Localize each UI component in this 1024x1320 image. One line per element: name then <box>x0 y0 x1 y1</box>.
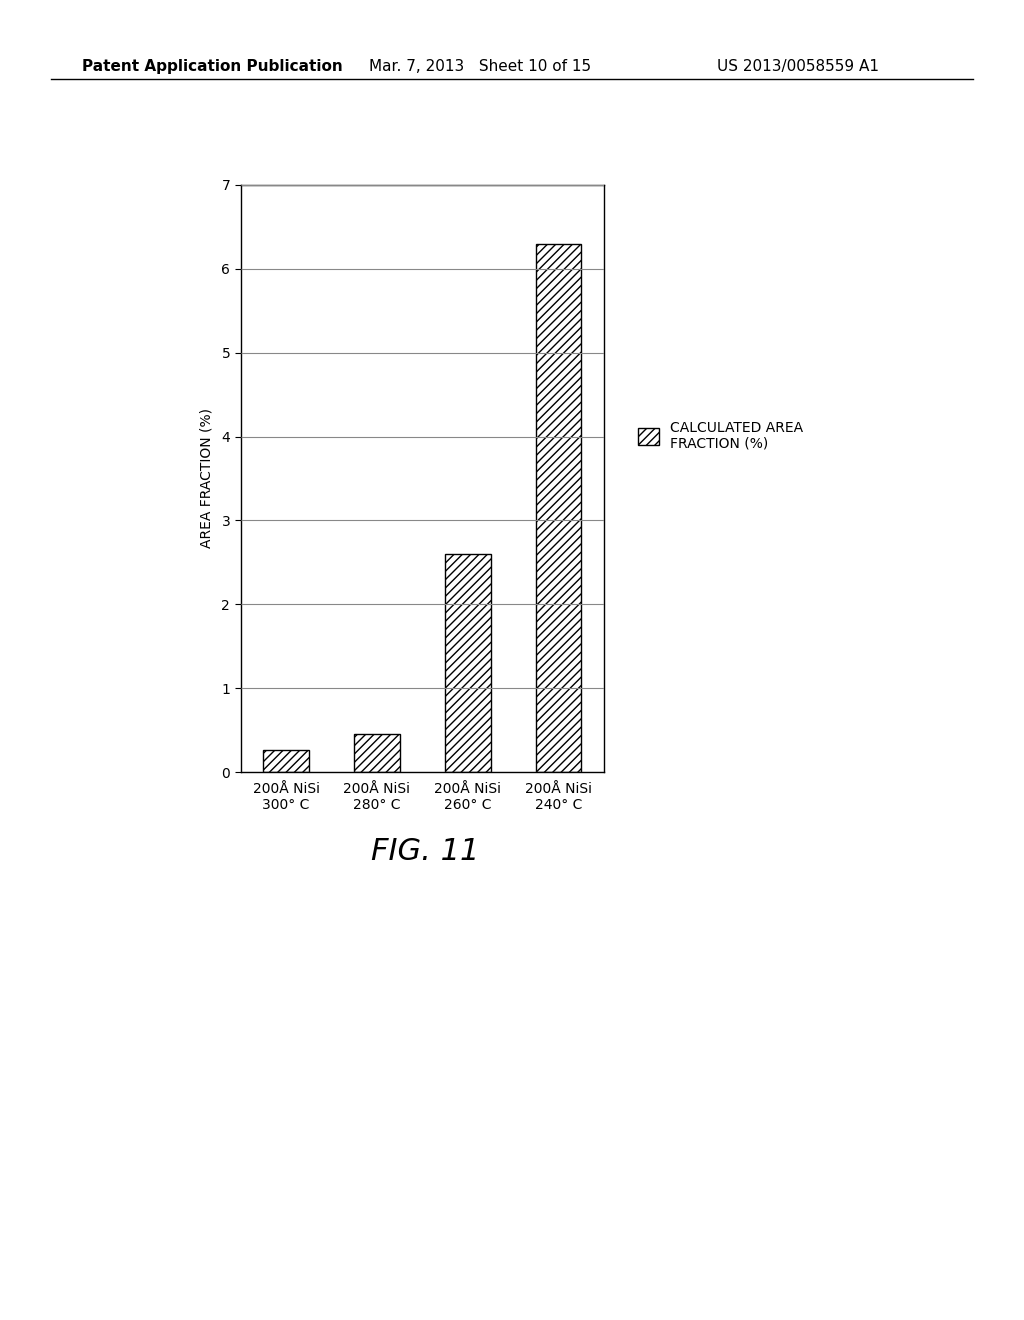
Bar <box>263 750 309 772</box>
Text: Patent Application Publication: Patent Application Publication <box>82 59 343 74</box>
Text: US 2013/0058559 A1: US 2013/0058559 A1 <box>717 59 879 74</box>
Text: FIG. 11: FIG. 11 <box>371 837 479 866</box>
Text: Mar. 7, 2013   Sheet 10 of 15: Mar. 7, 2013 Sheet 10 of 15 <box>369 59 591 74</box>
Bar <box>536 243 582 772</box>
Legend: CALCULATED AREA
FRACTION (%): CALCULATED AREA FRACTION (%) <box>633 414 809 457</box>
Y-axis label: AREA FRACTION (%): AREA FRACTION (%) <box>199 408 213 549</box>
Bar <box>445 554 490 772</box>
Bar <box>354 734 399 772</box>
